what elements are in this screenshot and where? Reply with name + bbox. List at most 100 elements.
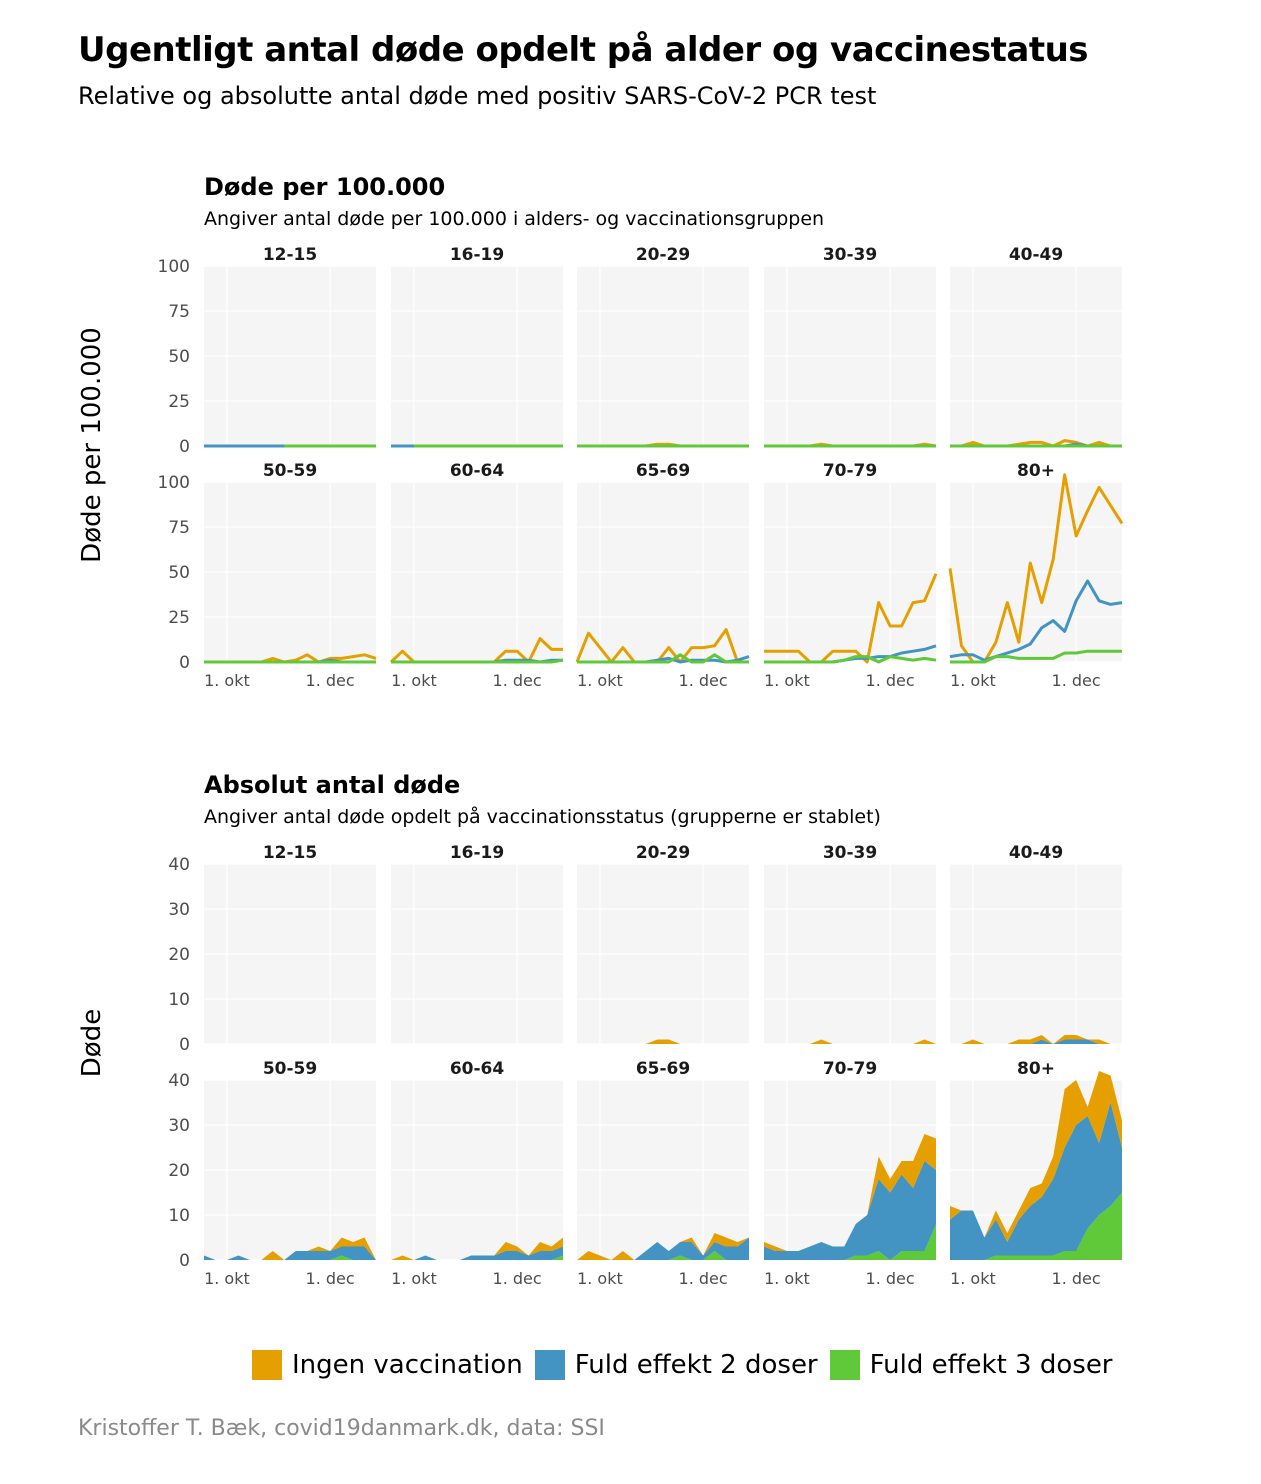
- facet-panel-16-19: [391, 863, 563, 1045]
- facet-panel-12-15: [204, 863, 376, 1045]
- y-tick-label: 50: [168, 347, 190, 367]
- series-line-fuld-effekt-3-doser: [764, 655, 937, 664]
- facet-panel-65-69: [577, 1079, 749, 1261]
- series-area-ingen-vaccination: [950, 1071, 1122, 1242]
- y-tick-label: 0: [179, 1035, 190, 1055]
- facet-panel-70-79: [764, 481, 938, 664]
- facet-strip-label: 12-15: [263, 245, 317, 265]
- series-area-fuld-effekt-3-doser: [764, 1224, 936, 1260]
- x-tick-label: 1. dec: [1052, 671, 1101, 690]
- x-tick-label: 1. okt: [204, 671, 250, 690]
- series-area-ingen-vaccination: [950, 1035, 1122, 1044]
- series-area-fuld-effekt-3-doser: [950, 1192, 1122, 1260]
- series-line-ingen-vaccination: [764, 573, 938, 664]
- facet-strip-label: 20-29: [636, 843, 690, 863]
- facet-panel-40-49: [950, 265, 1122, 448]
- x-tick-label: 1. dec: [306, 1269, 355, 1288]
- legend-label-fuld3: Fuld effekt 3 doser: [869, 1350, 1113, 1380]
- rate-facet-chart: Døde per 100.000 0 25 50 75 100 12-15 16-19 20-2…: [77, 245, 1124, 690]
- facet-panel-40-49: [950, 863, 1122, 1045]
- y-tick-label: 75: [168, 518, 190, 538]
- x-tick-label: 1. okt: [577, 1269, 623, 1288]
- section-title-rate: Døde per 100.000: [204, 173, 446, 201]
- y-axis-title: Døde per 100.000: [77, 327, 107, 563]
- series-line-ingen-vaccination: [950, 439, 1122, 448]
- y-tick-label: 100: [158, 473, 190, 493]
- legend-swatch-fuld2: [534, 1350, 565, 1380]
- y-tick-label: 25: [168, 392, 190, 412]
- legend-item-ingen: Ingen vaccination: [252, 1350, 523, 1380]
- x-tick-label: 1. okt: [764, 671, 810, 690]
- facet-panel-50-59: [204, 481, 377, 664]
- series-area-fuld-effekt-2-doser: [764, 1161, 936, 1260]
- series-area-ingen-vaccination: [577, 1233, 749, 1260]
- y-axis-title: Døde: [77, 1009, 107, 1077]
- facet-strip-label: 16-19: [450, 245, 504, 265]
- series-area-fuld-effekt-2-doser: [204, 1246, 376, 1260]
- x-tick-label: 1. dec: [1052, 1269, 1101, 1288]
- legend: Ingen vaccination Fuld effekt 2 doser Fu…: [252, 1347, 1125, 1383]
- series-area-ingen-vaccination: [764, 1039, 936, 1044]
- series-line-ingen-vaccination: [575, 628, 749, 664]
- y-tick-label: 0: [179, 1251, 190, 1271]
- facet-strip-label: 80+: [1017, 461, 1055, 481]
- legend-item-fuld2: Fuld effekt 2 doser: [534, 1350, 818, 1380]
- series-area-ingen-vaccination: [577, 1039, 749, 1044]
- facet-strip-label: 50-59: [263, 1059, 317, 1079]
- y-tick-label: 20: [168, 945, 190, 965]
- x-tick-label: 1. dec: [493, 671, 542, 690]
- x-tick-label: 1. okt: [950, 1269, 996, 1288]
- facet-strip-label: 65-69: [636, 1059, 690, 1079]
- section-title-absolute: Absolut antal døde: [204, 771, 461, 799]
- legend-label-ingen: Ingen vaccination: [292, 1350, 523, 1380]
- facet-panel-30-39: [764, 265, 937, 448]
- facet-strip-label: 60-64: [450, 1059, 505, 1079]
- series-line-fuld-effekt-3-doser: [577, 653, 749, 664]
- series-line-fuld-effekt-2-doser: [949, 579, 1123, 662]
- facet-panel-70-79: [764, 1079, 936, 1261]
- x-tick-label: 1. okt: [391, 671, 437, 690]
- x-tick-label: 1. okt: [391, 1269, 437, 1288]
- source-caption: Kristoffer T. Bæk, covid19danmark.dk, da…: [78, 1416, 605, 1441]
- x-tick-label: 1. dec: [866, 671, 915, 690]
- facet-strip-label: 50-59: [263, 461, 317, 481]
- series-area-fuld-effekt-2-doser: [950, 1102, 1122, 1260]
- facet-strip-label: 40-49: [1009, 843, 1063, 863]
- facet-strip-label: 30-39: [823, 245, 877, 265]
- chart-title: Ugentligt antal døde opdelt på alder og …: [78, 30, 1089, 70]
- facet-strip-label: 65-69: [636, 461, 690, 481]
- facet-strip-label: 80+: [1017, 1059, 1055, 1079]
- series-line-fuld-effekt-3-doser: [950, 649, 1122, 664]
- y-tick-label: 50: [168, 563, 190, 583]
- series-area-fuld-effekt-2-doser: [391, 1246, 563, 1260]
- y-tick-label: 75: [168, 302, 190, 322]
- facet-strip-label: 60-64: [450, 461, 505, 481]
- y-tick-label: 30: [168, 1116, 190, 1136]
- facet-panel-20-29: [577, 265, 749, 448]
- series-line-fuld-effekt-3-doser: [391, 658, 564, 664]
- series-area-fuld-effekt-3-doser: [577, 1251, 749, 1260]
- y-tick-label: 10: [168, 990, 190, 1010]
- facet-strip-label: 70-79: [823, 1059, 877, 1079]
- y-tick-label: 30: [168, 900, 190, 920]
- y-tick-label: 100: [158, 257, 190, 277]
- y-tick-label: 20: [168, 1161, 190, 1181]
- series-area-fuld-effekt-3-doser: [204, 1255, 376, 1260]
- chart-subtitle: Relative og absolutte antal døde med pos…: [78, 82, 877, 110]
- y-tick-label: 0: [179, 653, 190, 673]
- x-tick-label: 1. dec: [306, 671, 355, 690]
- facet-panel-30-39: [764, 863, 936, 1045]
- legend-label-fuld2: Fuld effekt 2 doser: [574, 1350, 818, 1380]
- facet-strip-label: 30-39: [823, 843, 877, 863]
- facet-panel-12-15: [204, 265, 376, 448]
- y-tick-label: 40: [168, 855, 190, 875]
- x-tick-label: 1. okt: [950, 671, 996, 690]
- facet-strip-label: 40-49: [1009, 245, 1063, 265]
- x-tick-label: 1. okt: [764, 1269, 810, 1288]
- x-tick-label: 1. okt: [204, 1269, 250, 1288]
- section-subtitle-rate: Angiver antal døde per 100.000 i alders-…: [204, 208, 825, 230]
- x-tick-label: 1. okt: [577, 671, 623, 690]
- facet-panel-80: [950, 1071, 1122, 1261]
- facet-panel-80: [948, 473, 1124, 664]
